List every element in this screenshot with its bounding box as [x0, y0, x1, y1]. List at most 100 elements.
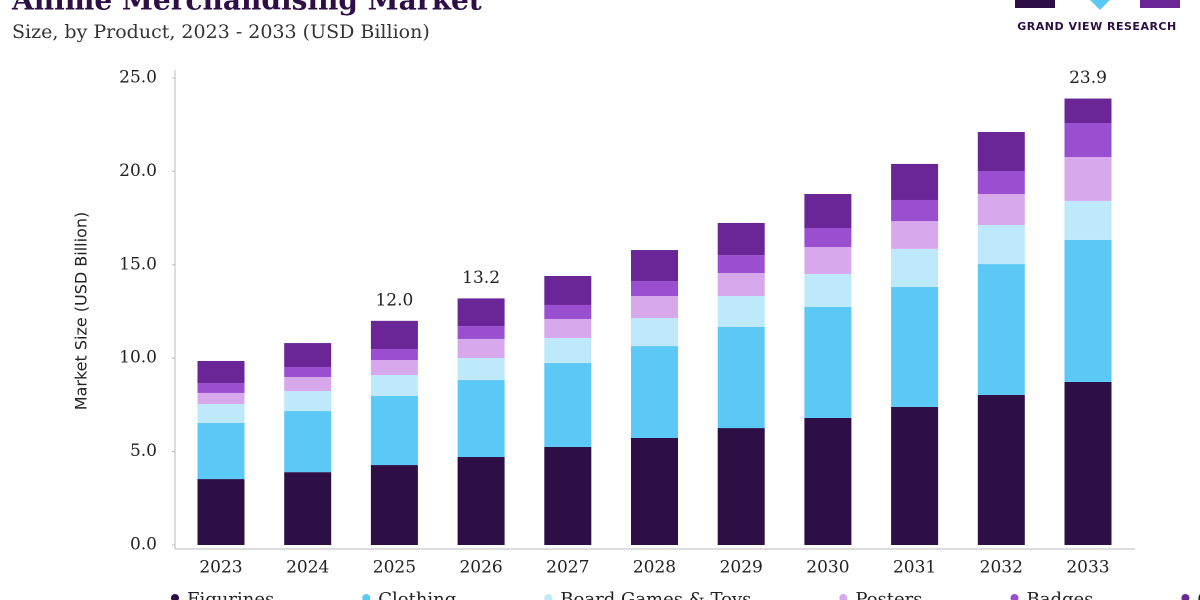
bar-segment: [631, 295, 678, 319]
bar-segment: [891, 163, 939, 200]
bar-segment: [891, 287, 939, 407]
bar-segment: [717, 295, 765, 328]
total-label: 13.2: [462, 268, 500, 288]
bar-segment: [717, 327, 765, 429]
bar-segment: [977, 194, 1025, 226]
y-tick-label: 5.0: [130, 441, 157, 461]
y-tick-label: 10.0: [119, 348, 157, 368]
legend-label: Others: [1197, 589, 1200, 600]
bar-segment: [977, 225, 1025, 265]
bar-segment: [544, 446, 592, 545]
bar-segment: [197, 403, 245, 424]
bar-segment: [457, 380, 505, 458]
bar-segment: [1064, 200, 1112, 240]
bar-segment: [197, 479, 245, 545]
bar-segment: [197, 361, 245, 384]
bar-segment: [804, 228, 852, 248]
bar-segment: [370, 375, 418, 396]
legend-swatch: [1010, 594, 1019, 600]
legend-label: Badges: [1027, 589, 1094, 600]
legend-label: Clothing: [378, 589, 456, 600]
logo-shape: [1140, 0, 1180, 8]
bar-segment: [891, 248, 939, 288]
bar-segment: [891, 199, 939, 222]
bar-segment: [804, 194, 852, 229]
total-label: 23.9: [1069, 68, 1107, 88]
bar-segment: [977, 171, 1025, 195]
bar-segment: [1064, 123, 1112, 158]
bar-segment: [804, 273, 852, 308]
x-tick-label: 2023: [199, 558, 242, 578]
bar-segment: [284, 472, 332, 545]
bar-segment: [457, 358, 505, 381]
bar-segment: [457, 338, 505, 359]
legend-swatch: [171, 594, 179, 600]
bar-segment: [804, 247, 852, 274]
bar-segment: [197, 423, 245, 480]
bar-segment: [631, 281, 678, 296]
bar-segment: [804, 417, 852, 545]
brand: GRAND VIEW RESEARCH: [1017, 20, 1176, 33]
bar-segment: [631, 346, 678, 438]
total-label: 12.0: [375, 290, 413, 310]
bar-segment: [457, 326, 505, 339]
bar-segment: [717, 273, 765, 296]
x-tick-label: 2027: [546, 558, 589, 578]
legend-label: Figurines: [187, 589, 274, 600]
legend-label: Board Games & Toys: [560, 589, 751, 600]
y-tick-label: 20.0: [119, 161, 157, 181]
bar-segment: [544, 304, 592, 319]
bar-segment: [717, 255, 765, 274]
y-axis-label: Market Size (USD Billion): [72, 212, 91, 410]
bar-segment: [804, 307, 852, 418]
chart-title: Anime Merchandising Market: [11, 0, 482, 17]
x-tick-label: 2024: [286, 558, 329, 578]
bar-segment: [544, 318, 592, 339]
bar-segment: [544, 338, 592, 364]
legend-swatch: [1181, 594, 1190, 600]
bar-segment: [197, 392, 245, 404]
bar-segment: [891, 406, 939, 545]
x-tick-label: 2028: [633, 558, 676, 578]
bar-segment: [284, 411, 332, 473]
y-tick-label: 15.0: [119, 254, 157, 274]
bar-segment: [457, 298, 505, 327]
logo-shape: [1015, 0, 1055, 8]
bar-segment: [631, 318, 678, 347]
bar-segment: [284, 366, 332, 378]
bar-segment: [284, 343, 332, 367]
bar-segment: [977, 131, 1025, 172]
legend-swatch: [839, 594, 848, 600]
bar-segment: [717, 222, 765, 256]
bar-segment: [977, 264, 1025, 395]
x-tick-label: 2026: [459, 558, 502, 578]
legend-swatch: [544, 594, 553, 600]
y-tick-label: 0.0: [130, 535, 157, 555]
bar-segment: [284, 391, 332, 412]
x-tick-label: 2030: [806, 558, 849, 578]
legend-swatch: [362, 594, 371, 600]
bar-segment: [631, 437, 678, 545]
bar-segment: [370, 320, 418, 350]
bar-segment: [1064, 157, 1112, 201]
chart-subtitle: Size, by Product, 2023 - 2033 (USD Billi…: [12, 21, 430, 43]
bar-segment: [370, 465, 418, 545]
bar-segment: [370, 395, 418, 466]
bar-segment: [1064, 98, 1112, 124]
logo-shape: [1090, 0, 1110, 10]
bar-segment: [631, 250, 678, 282]
bar-segment: [457, 457, 505, 545]
bar-segment: [1064, 239, 1112, 382]
bar-segment: [544, 363, 592, 447]
logo: GRAND VIEW RESEARCH: [1015, 0, 1180, 33]
bar-segment: [717, 428, 765, 545]
bar-segment: [284, 377, 332, 392]
y-tick-label: 25.0: [119, 68, 157, 88]
x-tick-label: 2032: [980, 558, 1023, 578]
x-tick-label: 2033: [1066, 558, 1109, 578]
bar-segment: [1064, 381, 1112, 545]
x-tick-label: 2031: [893, 558, 936, 578]
bar-segment: [891, 221, 939, 249]
legend-label: Posters: [855, 589, 922, 600]
